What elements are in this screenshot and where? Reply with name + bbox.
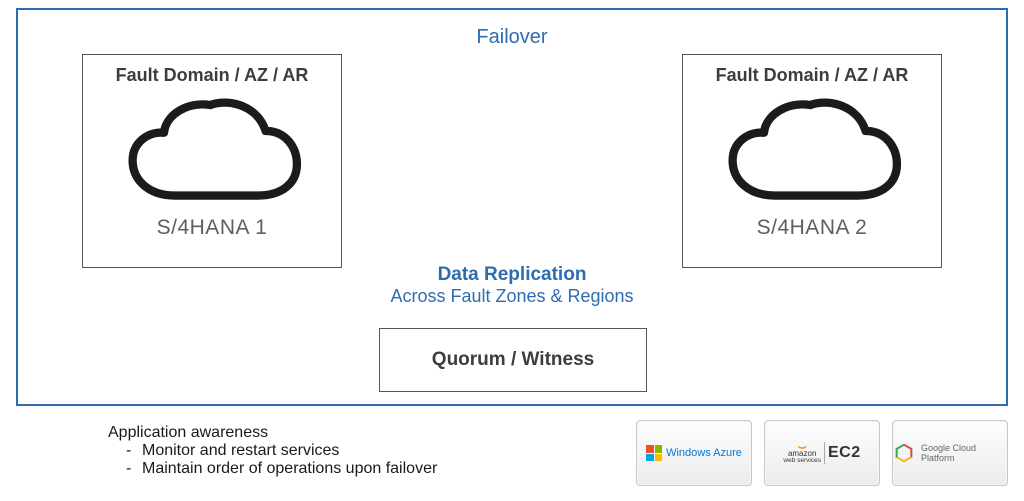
fault-domain-right-footer: S/4HANA 2	[683, 214, 941, 240]
application-awareness-item: Monitor and restart services	[108, 442, 437, 460]
data-replication-line1: Data Replication	[18, 264, 1006, 286]
gcp-icon	[893, 442, 915, 464]
cloud-provider-logos: Windows Azure ⌣ amazon web services EC2	[636, 420, 1008, 486]
data-replication-label: Data Replication Across Fault Zones & Re…	[18, 264, 1006, 307]
gcp-label: Google Cloud Platform	[921, 443, 1007, 463]
bottom-area: Application awareness Monitor and restar…	[16, 420, 1008, 492]
fault-domain-left-header: Fault Domain / AZ / AR	[83, 55, 341, 90]
application-awareness-item: Maintain order of operations upon failov…	[108, 460, 437, 478]
aws-ec2-label: EC2	[828, 444, 861, 462]
fault-domain-left: Fault Domain / AZ / AR S/4HANA 1	[82, 54, 342, 268]
divider	[824, 442, 825, 464]
fault-domain-left-footer: S/4HANA 1	[83, 214, 341, 240]
azure-logo-tile: Windows Azure	[636, 420, 752, 486]
windows-icon	[646, 445, 662, 461]
aws-icon: ⌣ amazon web services	[783, 442, 821, 465]
fault-domain-right: Fault Domain / AZ / AR S/4HANA 2	[682, 54, 942, 268]
application-awareness: Application awareness Monitor and restar…	[108, 424, 437, 478]
quorum-witness-box: Quorum / Witness	[379, 328, 647, 392]
failover-title: Failover	[18, 26, 1006, 49]
cloud-icon	[83, 90, 341, 214]
azure-label: Windows Azure	[666, 447, 742, 459]
application-awareness-title: Application awareness	[108, 424, 437, 442]
quorum-witness-label: Quorum / Witness	[432, 349, 594, 371]
gcp-logo-tile: Google Cloud Platform	[892, 420, 1008, 486]
cloud-icon	[683, 90, 941, 214]
aws-logo-tile: ⌣ amazon web services EC2	[764, 420, 880, 486]
diagram-frame: Failover Fault Domain / AZ / AR S/4HANA …	[16, 8, 1008, 406]
fault-domain-right-header: Fault Domain / AZ / AR	[683, 55, 941, 90]
data-replication-line2: Across Fault Zones & Regions	[18, 286, 1006, 307]
